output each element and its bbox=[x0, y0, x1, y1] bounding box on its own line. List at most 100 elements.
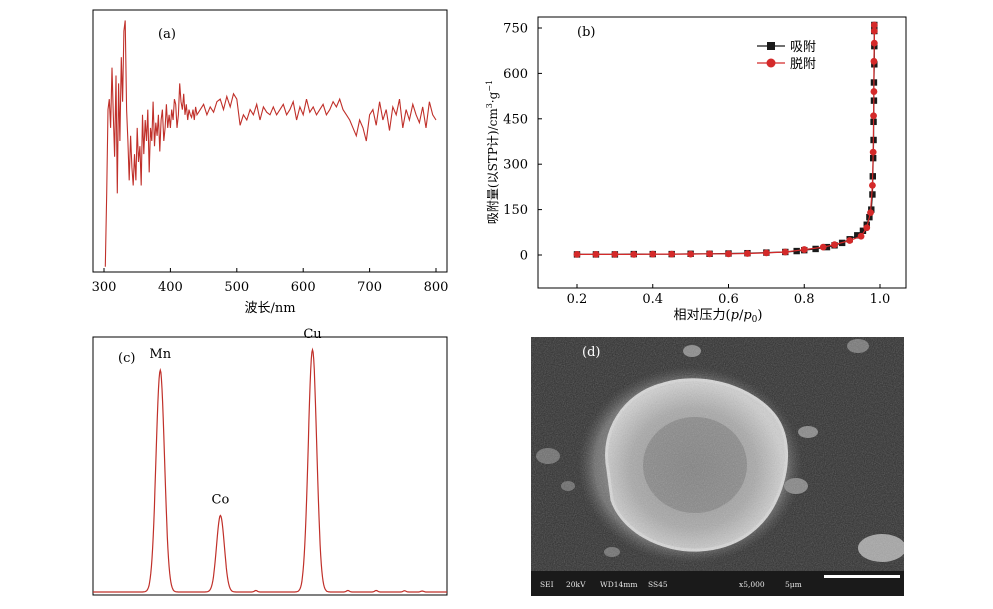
sem-info-item: 5μm bbox=[785, 580, 802, 589]
panel-a-label: (a) bbox=[158, 27, 176, 42]
panel-b-desorption-point bbox=[869, 181, 876, 189]
legend-adsorption-label: 吸附 bbox=[790, 40, 816, 55]
panel-b-x-tick-label-0.4: 0.4 bbox=[642, 292, 663, 307]
y-label-sup2: −1 bbox=[485, 80, 494, 92]
panel-d: SEI 20kV WD14mm SS45 x5,000 5μm (d) bbox=[531, 337, 904, 596]
panel-b-desorption-line bbox=[577, 25, 875, 255]
x-label-slash: / bbox=[739, 308, 744, 323]
panel-b-adsorption-point bbox=[812, 245, 819, 253]
sem-scale-bar bbox=[824, 575, 900, 578]
legend-desorption-label: 脱附 bbox=[790, 57, 816, 72]
sem-info-item: 20kV bbox=[566, 580, 586, 589]
panel-b-adsorption-point bbox=[869, 191, 876, 198]
panel-b-y-tick-label-450: 450 bbox=[503, 112, 528, 127]
panel-b-desorption-point bbox=[857, 232, 865, 240]
panel-b-y-tick-label-750: 750 bbox=[503, 22, 528, 37]
panel-b-frame bbox=[537, 16, 907, 289]
x-label-p: p bbox=[731, 308, 740, 323]
panel-b-x-tick-label-0.2: 0.2 bbox=[567, 292, 588, 307]
panel-a-frame bbox=[92, 9, 448, 273]
panel-b-desorption-point bbox=[870, 39, 878, 47]
sem-info-text: SEI 20kV WD14mm SS45 x5,000 5μm bbox=[540, 580, 802, 589]
legend-desorption-marker bbox=[766, 58, 776, 68]
panel-b-desorption-point bbox=[668, 250, 676, 258]
y-label-main: 吸附量(以STP计)/cm bbox=[486, 108, 500, 224]
panel-c-eds-spectrum-line bbox=[93, 347, 447, 593]
panel-b-series bbox=[573, 21, 878, 258]
panel-b-desorption-point bbox=[687, 250, 695, 258]
panel-b-label: (b) bbox=[577, 25, 595, 40]
panel-b-y-tick-label-600: 600 bbox=[503, 67, 528, 82]
panel-a-x-axis: 300 400 500 600 700 800 bbox=[92, 268, 449, 295]
panel-b-y-tick-label-0: 0 bbox=[520, 249, 528, 264]
panel-a-x-axis-label: 波长/nm bbox=[244, 301, 295, 316]
panel-b-desorption-point bbox=[870, 21, 878, 29]
panel-b-x-tick-label-0.6: 0.6 bbox=[718, 292, 739, 307]
panel-c-peak-label-cu: Cu bbox=[303, 327, 321, 342]
panel-b: (b) 0.2 0.4 0.6 0.8 1.0 0 150 300 450 600 750 吸附 脱… bbox=[485, 16, 907, 325]
panel-c-peak-label-mn: Mn bbox=[149, 347, 171, 362]
panel-b-desorption-point bbox=[592, 250, 600, 258]
panel-b-desorption-point bbox=[867, 209, 874, 217]
panel-b-desorption-point bbox=[819, 243, 827, 251]
panel-b-x-axis-label: 相对压力(p/p0) bbox=[674, 308, 763, 325]
legend-adsorption-marker bbox=[767, 42, 775, 50]
panel-b-adsorption-point bbox=[823, 243, 831, 251]
panel-b-desorption-point bbox=[744, 250, 751, 257]
panel-b-desorption-point bbox=[846, 237, 854, 244]
panel-b-adsorption-line bbox=[577, 25, 875, 255]
x-label-p0: p bbox=[743, 308, 752, 323]
panel-b-desorption-point bbox=[725, 250, 732, 258]
sem-info-item: x5,000 bbox=[739, 580, 765, 589]
panel-a-x-tick-label-600: 600 bbox=[291, 280, 316, 295]
panel-b-adsorption-point bbox=[854, 232, 861, 239]
x-label-close: ) bbox=[757, 308, 762, 323]
panel-b-desorption-point bbox=[869, 148, 877, 156]
panel-a: (a) 300 400 500 600 700 800 波长/nm bbox=[92, 9, 449, 316]
panel-a-x-tick-label-300: 300 bbox=[92, 280, 117, 295]
panel-b-y-tick-label-300: 300 bbox=[503, 158, 528, 173]
panel-b-y-axis-label: 吸附量(以STP计)/cm3·g−1 bbox=[485, 80, 500, 224]
panel-a-spectrum-line bbox=[104, 20, 437, 267]
panel-d-label: (d) bbox=[582, 345, 600, 360]
sem-info-item: WD14mm bbox=[600, 580, 638, 589]
panel-c-peak-label-co: Co bbox=[212, 493, 230, 508]
panel-c-peak-labels: Mn Co Cu bbox=[149, 327, 321, 508]
sem-noise bbox=[531, 337, 904, 596]
panel-a-x-tick-label-400: 400 bbox=[158, 280, 183, 295]
panel-c-frame bbox=[92, 336, 448, 596]
panel-a-x-tick-label-500: 500 bbox=[224, 280, 249, 295]
sem-info-item: SS45 bbox=[648, 580, 668, 589]
panel-b-x-tick-label-0.8: 0.8 bbox=[794, 292, 815, 307]
panel-b-desorption-point bbox=[863, 224, 871, 232]
y-label-mid: ·g bbox=[486, 91, 500, 103]
sem-info-item: SEI bbox=[540, 580, 554, 589]
panel-b-axes: 0.2 0.4 0.6 0.8 1.0 0 150 300 450 600 750 bbox=[503, 22, 890, 308]
panel-b-desorption-point bbox=[800, 246, 808, 253]
panel-b-desorption-point bbox=[611, 250, 619, 258]
panel-b-y-tick-label-150: 150 bbox=[503, 203, 528, 218]
panel-a-x-tick-label-700: 700 bbox=[357, 280, 382, 295]
panel-a-x-tick-label-800: 800 bbox=[424, 280, 449, 295]
x-label-main: 相对压力( bbox=[674, 308, 731, 323]
panel-b-legend: 吸附 脱附 bbox=[757, 40, 816, 72]
panel-b-desorption-point bbox=[831, 241, 838, 249]
panel-b-desorption-point bbox=[870, 112, 877, 120]
panel-b-desorption-point bbox=[706, 250, 713, 258]
panel-b-adsorption-point bbox=[859, 227, 867, 234]
panel-b-desorption-point bbox=[573, 250, 581, 258]
panel-b-desorption-point bbox=[781, 248, 789, 256]
panel-b-desorption-point bbox=[870, 57, 878, 65]
panel-c-label: (c) bbox=[118, 351, 135, 366]
sem-image: SEI 20kV WD14mm SS45 x5,000 5μm bbox=[531, 337, 904, 596]
panel-c: (c) Mn Co Cu bbox=[92, 327, 448, 596]
panel-b-desorption-point bbox=[870, 88, 878, 95]
panel-b-x-tick-label-1.0: 1.0 bbox=[870, 292, 891, 307]
panel-b-desorption-point bbox=[630, 250, 638, 258]
panel-b-desorption-point bbox=[649, 250, 657, 258]
y-label-sup1: 3 bbox=[485, 103, 494, 108]
panel-b-desorption-point bbox=[870, 27, 878, 35]
sem-info-bar bbox=[531, 571, 904, 596]
x-label-sub: 0 bbox=[752, 315, 758, 325]
